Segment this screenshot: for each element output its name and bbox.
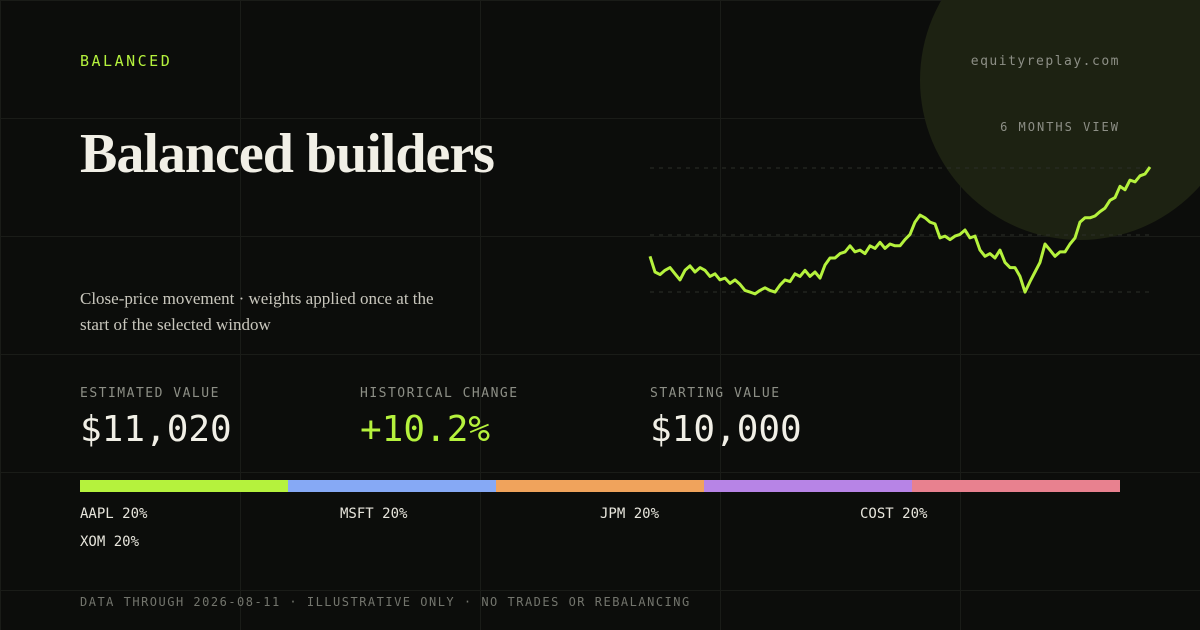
stat: ESTIMATED VALUE $11,020 (80, 386, 232, 450)
ticker: JPM (600, 506, 626, 522)
allocation-label: MSFT 20% (340, 506, 600, 534)
stat-value: $10,000 (650, 409, 802, 450)
weight: 20% (382, 506, 408, 522)
eyebrow: BALANCED (80, 52, 173, 70)
price-line (648, 166, 1152, 296)
footer: DATA THROUGH 2026-08-11 · ILLUSTRATIVE O… (80, 595, 691, 609)
ticker: COST (860, 506, 894, 522)
allocation-segment (912, 480, 1120, 492)
weight: 20% (122, 506, 148, 522)
site: equityreplay.com (970, 54, 1120, 69)
stat-label: STARTING VALUE (650, 386, 781, 401)
allocation-segment (704, 480, 912, 492)
ticker: XOM (80, 534, 106, 550)
allocation-bar (80, 480, 1120, 492)
allocation-segment (288, 480, 496, 492)
allocation-segment (80, 480, 288, 492)
ticker: MSFT (340, 506, 374, 522)
allocation-label: JPM 20% (600, 506, 860, 534)
weight: 20% (902, 506, 928, 522)
stat: HISTORICAL CHANGE +10.2% (360, 386, 519, 450)
allocation-label: XOM 20% (80, 534, 340, 562)
weight: 20% (633, 506, 660, 522)
stat: STARTING VALUE $10,000 (650, 386, 802, 450)
allocation-label: AAPL 20% (80, 506, 340, 534)
title: Balanced builders (80, 123, 495, 185)
allocation-label: COST 20% (860, 506, 1120, 534)
stat-label: HISTORICAL CHANGE (360, 386, 519, 401)
stat-value: $11,020 (80, 409, 232, 450)
weight: 20% (113, 534, 140, 550)
allocation-labels: AAPL 20% MSFT 20% JPM 20% COST 20% XOM 20% (80, 506, 1120, 562)
description: Close-price movement · weights applied o… (80, 289, 434, 334)
window-label: 6 MONTHS VIEW (1000, 120, 1120, 134)
stat-label: ESTIMATED VALUE (80, 386, 220, 401)
ticker: AAPL (80, 506, 114, 522)
stat-value: +10.2% (360, 409, 491, 450)
allocation-segment (496, 480, 704, 492)
